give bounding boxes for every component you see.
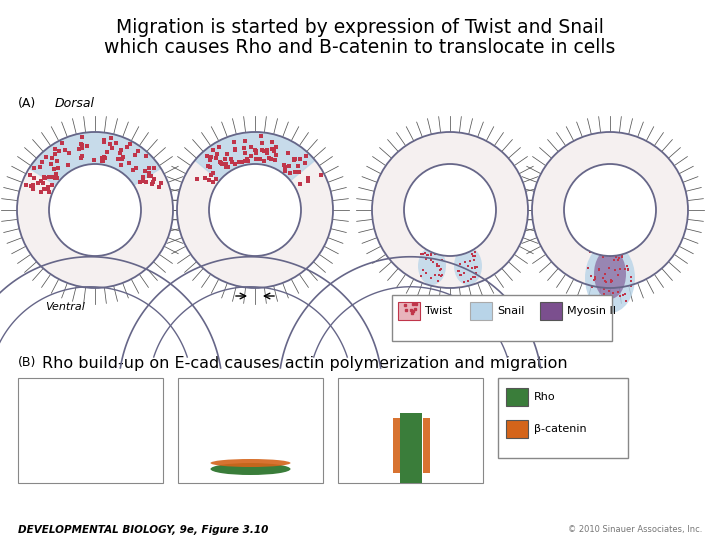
Circle shape (532, 132, 688, 288)
Text: (B): (B) (18, 356, 37, 369)
Text: Twist: Twist (425, 306, 452, 316)
Bar (506, 420, 528, 438)
Text: Dorsal: Dorsal (55, 97, 95, 110)
Circle shape (17, 132, 173, 288)
Text: Rho build-up on E-cad causes actin polymerization and migration: Rho build-up on E-cad causes actin polym… (42, 356, 567, 371)
Bar (398, 302, 420, 320)
Text: Snail: Snail (497, 306, 524, 316)
Text: Ventral: Ventral (45, 302, 85, 312)
Bar (400, 413, 421, 483)
Bar (338, 378, 483, 483)
Bar (506, 388, 528, 406)
Polygon shape (29, 132, 161, 185)
Text: © 2010 Sinauer Associates, Inc.: © 2010 Sinauer Associates, Inc. (567, 525, 702, 534)
Text: Rho: Rho (534, 392, 556, 402)
Bar (498, 378, 628, 458)
Circle shape (372, 132, 528, 288)
Text: DEVELOPMENTAL BIOLOGY, 9e, Figure 3.10: DEVELOPMENTAL BIOLOGY, 9e, Figure 3.10 (18, 525, 269, 535)
Polygon shape (195, 132, 315, 181)
Ellipse shape (210, 459, 290, 467)
Bar (392, 295, 612, 341)
Text: which causes Rho and B-catenin to translocate in cells: which causes Rho and B-catenin to transl… (104, 38, 616, 57)
Circle shape (404, 164, 496, 256)
Text: β-catenin: β-catenin (534, 424, 587, 434)
Circle shape (177, 132, 333, 288)
Circle shape (564, 164, 656, 256)
Bar (392, 418, 400, 473)
Text: Migration is started by expression of Twist and Snail: Migration is started by expression of Tw… (116, 18, 604, 37)
Text: Myosin II: Myosin II (567, 306, 616, 316)
Circle shape (209, 164, 301, 256)
Circle shape (49, 164, 141, 256)
Ellipse shape (210, 463, 290, 475)
Ellipse shape (418, 247, 446, 285)
Text: (A): (A) (18, 97, 36, 110)
Ellipse shape (454, 247, 482, 285)
Ellipse shape (585, 243, 635, 313)
Bar (423, 418, 430, 473)
Ellipse shape (594, 249, 626, 299)
Bar (18, 378, 163, 483)
Bar (470, 302, 492, 320)
Bar (178, 378, 323, 483)
Bar (540, 302, 562, 320)
